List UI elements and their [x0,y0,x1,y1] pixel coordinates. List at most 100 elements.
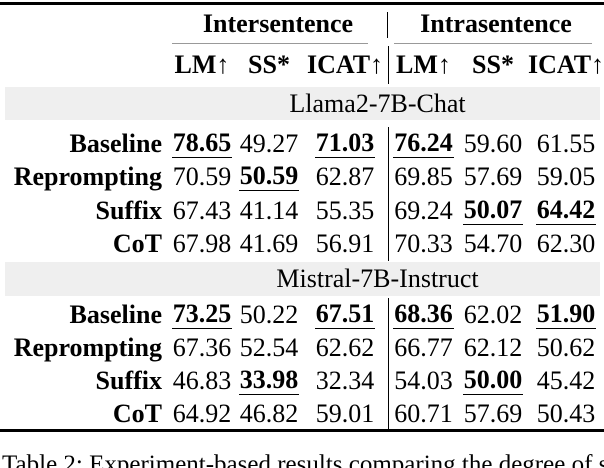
cmidrule-intrasentence [394,43,592,45]
metric-value: 52.54 [239,332,299,362]
metric-value: 67.51 [314,298,376,329]
metric-value: 62.87 [315,162,375,192]
metric-cell: 68.36 [388,298,458,331]
col-group-intersentence: Intersentence [202,9,354,38]
metric-cell: 64.42 [528,194,604,228]
metric-cell: 67.36 [168,331,236,364]
metric-cell: 62.12 [458,331,528,364]
metric-cell: 59.60 [458,127,528,161]
metric-value: 64.42 [535,194,597,225]
method-label: Suffix [95,195,162,225]
metric-cell: 33.98 [236,364,302,397]
metric-cell: 67.51 [302,298,388,331]
metric-cell: 59.05 [528,161,604,195]
metric-cell: 71.03 [302,127,388,161]
metric-cell: 62.02 [458,298,528,331]
metric-header-icat-intra: ICAT↑ [527,50,604,79]
metric-cell: 52.54 [236,331,302,364]
corner-cell [0,6,168,42]
metric-value: 57.69 [463,162,523,192]
model-name: Mistral-7B-Instruct [276,264,479,293]
metric-cell: 62.30 [528,228,604,262]
metric-cell: 54.70 [458,228,528,262]
table-row: Baseline 73.25 50.22 67.51 68.36 62.02 5… [0,298,604,331]
col-group-intrasentence: Intrasentence [420,9,572,38]
metric-value: 59.01 [315,398,375,428]
metric-value: 32.34 [315,365,375,395]
metric-value: 33.98 [238,364,300,395]
metric-cell: 76.24 [388,127,458,161]
metric-value: 62.02 [463,299,523,329]
metric-cell: 50.22 [236,298,302,331]
metric-value: 73.25 [171,298,233,329]
metric-header-lm-inter: LM↑ [174,50,230,79]
metric-cell: 55.35 [302,194,388,228]
metric-cell: 50.59 [236,161,302,195]
table-row: CoT 64.92 46.82 59.01 60.71 57.69 50.43 [0,397,604,430]
metric-value: 50.00 [462,364,524,395]
metric-value: 46.83 [172,365,232,395]
method-label: CoT [112,398,162,428]
metric-value: 41.14 [239,195,299,225]
section-llama-rows: Baseline 78.65 49.27 71.03 76.24 59.60 6… [0,127,604,261]
metric-cell: 57.69 [458,161,528,195]
table-row: CoT 67.98 41.69 56.91 70.33 54.70 62.30 [0,227,604,262]
table-row: Suffix 46.83 33.98 32.34 54.03 50.00 45.… [0,364,604,397]
metric-value: 67.98 [172,229,232,259]
metric-value: 54.70 [463,229,523,259]
metric-value: 59.60 [463,128,523,158]
metric-header-ss-inter: SS* [248,50,290,79]
metric-value: 64.92 [172,398,232,428]
metric-value: 70.33 [394,229,453,259]
metric-value: 60.71 [394,398,453,428]
cmidrule-intersentence [172,43,368,45]
section-header-mistral: Mistral-7B-Instruct [5,262,600,296]
metric-cell: 67.43 [168,194,236,228]
metric-cell: 78.65 [168,127,236,161]
metric-cell: 57.69 [458,397,528,430]
column-group-header-row: Intersentence Intrasentence [0,6,604,42]
metric-cell: 69.85 [388,160,458,194]
metric-value: 68.36 [393,298,454,329]
metric-value: 50.22 [239,299,299,329]
table-row: Suffix 67.43 41.14 55.35 69.24 50.07 64.… [0,194,604,228]
metric-value: 49.27 [239,128,299,158]
metric-cell: 32.34 [302,364,388,397]
metric-cell: 70.33 [388,227,458,261]
metric-value: 67.36 [172,332,232,362]
method-label: Reprompting [13,162,162,192]
metric-cell: 59.01 [302,397,388,430]
metric-value: 70.59 [172,162,232,192]
metric-value: 57.69 [463,398,523,428]
metric-value: 62.30 [536,229,596,259]
metric-value: 46.82 [239,398,299,428]
metric-value: 56.91 [315,229,375,259]
metric-cell: 62.87 [302,161,388,195]
metric-cell: 46.83 [168,364,236,397]
metric-cell: 67.98 [168,228,236,262]
metric-header-lm-intra: LM↑ [388,46,458,84]
metric-value: 50.07 [462,194,524,225]
metric-cell: 50.43 [528,397,604,430]
method-label: CoT [112,229,162,259]
metric-value: 59.05 [536,162,596,192]
metric-header-row: LM↑ SS* ICAT↑ LM↑ SS* ICAT↑ [0,46,604,84]
metric-header-icat-inter: ICAT↑ [306,50,384,79]
table-row: Reprompting 67.36 52.54 62.62 66.77 62.1… [0,331,604,364]
metric-cell: 69.24 [388,194,458,228]
metric-value: 61.55 [536,128,596,158]
metric-cell: 64.92 [168,397,236,430]
metric-cell: 66.77 [388,331,458,364]
metric-cell: 50.07 [458,194,528,228]
metric-cell: 41.69 [236,228,302,262]
metric-value: 62.12 [463,332,523,362]
method-label: Reprompting [13,332,162,362]
metric-value: 76.24 [393,127,454,158]
table-caption: Table 2: Experiment-based results compar… [2,451,604,468]
metric-value: 41.69 [239,229,299,259]
method-label: Suffix [95,365,162,395]
section-header-llama: Llama2-7B-Chat [5,87,600,120]
metric-cell: 54.03 [388,364,458,397]
metric-value: 50.62 [536,332,596,362]
